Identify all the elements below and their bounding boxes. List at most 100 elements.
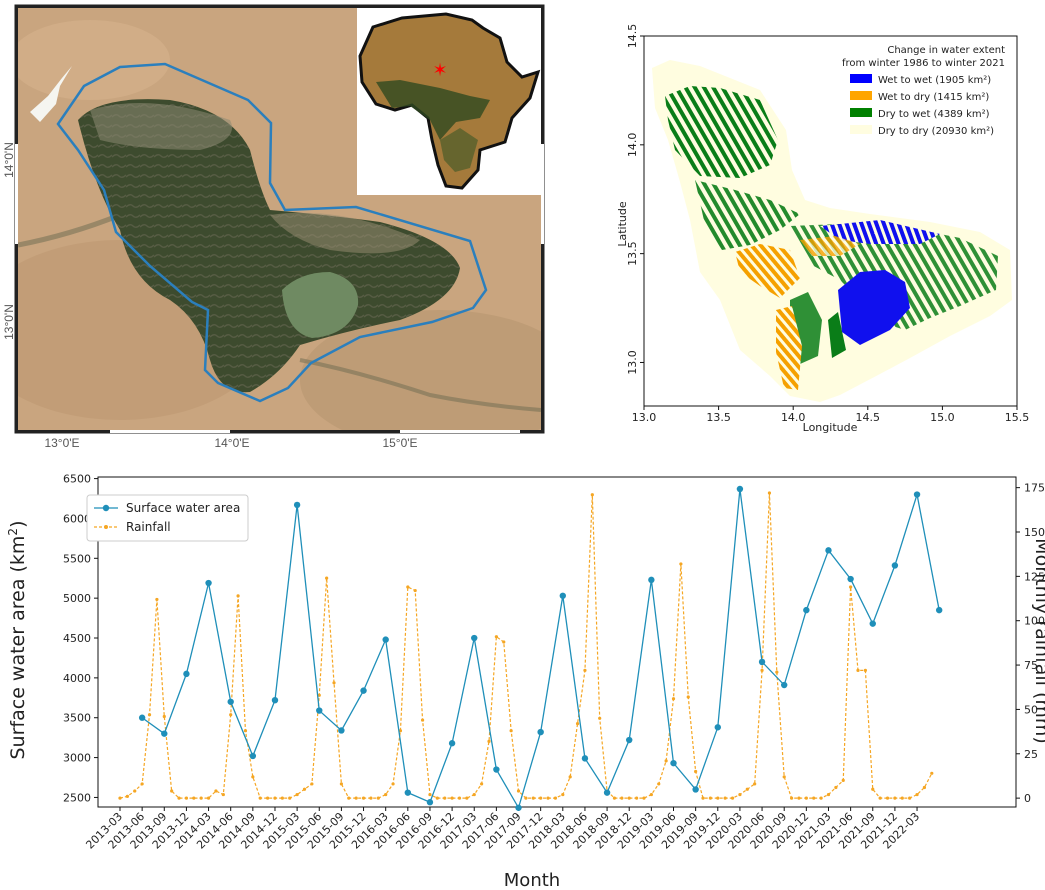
- chart-legend: Surface water area Rainfall: [86, 494, 249, 542]
- rainfall-point: [369, 796, 373, 800]
- surface-water-point: [626, 736, 633, 744]
- surface-water-point: [670, 759, 677, 767]
- right-y-ticks: 0 25 50 75 100 125 150 175: [1016, 482, 1045, 805]
- left-y-axis-label: Surface water area (km2): [6, 521, 29, 760]
- surface-water-point: [714, 724, 721, 731]
- surface-water-point: [825, 547, 832, 554]
- surface-water-point: [736, 485, 744, 493]
- lake-boundary: [56, 62, 488, 403]
- rainfall-point: [738, 792, 742, 797]
- lon-label-13: 13°0'E: [44, 436, 79, 450]
- rainfall-point: [708, 796, 713, 800]
- rainfall-point: [398, 729, 403, 733]
- surface-water-point: [537, 728, 544, 736]
- rainfall-point: [406, 585, 410, 589]
- rainfall-point: [531, 796, 535, 800]
- rainfall-point: [354, 796, 358, 800]
- surface-water-point: [913, 491, 921, 498]
- change-map-legend: Change in water extent from winter 1986 …: [842, 45, 1005, 137]
- change-map-ylabel: Latitude: [616, 201, 629, 247]
- legend-swatch-dry-to-wet: [850, 108, 872, 117]
- rainfall-point: [575, 722, 580, 726]
- rainfall-point: [177, 796, 181, 800]
- rainfall-point: [288, 796, 292, 800]
- left-y-tick-label: 5000: [63, 592, 91, 605]
- surface-water-point: [648, 576, 655, 584]
- rainfall-point: [450, 796, 454, 800]
- rainfall-point: [465, 796, 469, 800]
- right-y-tick-label: 100: [1024, 615, 1045, 628]
- rainfall-point: [819, 796, 823, 800]
- rainfall-point: [317, 693, 321, 697]
- right-y-tick-label: 175: [1024, 482, 1045, 495]
- left-y-tick-label: 2500: [63, 791, 91, 804]
- rainfall-point: [701, 796, 705, 800]
- surface-water-point: [338, 727, 345, 734]
- right-y-axis-label: Monthly rainfall (mm): [1031, 538, 1045, 744]
- surface-water-point: [559, 592, 566, 599]
- rainfall-point: [730, 796, 735, 800]
- legend-swatch-dry-to-dry: [850, 125, 872, 134]
- surface-water-point: [205, 579, 212, 587]
- rainfall-point: [568, 775, 572, 779]
- time-series-chart: 2500 3000 3500 4000 4500 5000 5500 6000 6500 0 25…: [6, 473, 1045, 890]
- rainfall-point: [457, 796, 462, 800]
- rainfall-point: [206, 796, 211, 800]
- legend-swatch-wet-to-dry: [850, 91, 872, 100]
- wet-to-wet-region: [838, 270, 910, 345]
- left-y-tick-label: 6500: [63, 473, 91, 486]
- rainfall-point: [679, 562, 683, 566]
- wet-to-dry-region: [735, 244, 800, 298]
- rainfall-point: [885, 796, 890, 800]
- rainfall-point: [325, 576, 329, 580]
- surface-water-point: [448, 740, 456, 747]
- rainfall-point: [516, 789, 521, 793]
- rainfall-point: [347, 796, 351, 800]
- rainfall-point: [583, 668, 587, 672]
- rainfall-point: [376, 796, 380, 800]
- lon-label-14: 14°0'E: [214, 436, 249, 450]
- rainfall-point: [908, 796, 912, 800]
- right-y-tick-label: 75: [1024, 659, 1038, 672]
- rainfall-point: [612, 796, 617, 800]
- rainfall-point: [140, 782, 144, 786]
- rainfall-point: [524, 796, 528, 800]
- surface-water-point: [692, 786, 699, 793]
- surface-water-point: [360, 687, 367, 694]
- rainfall-point: [391, 782, 395, 786]
- rainfall-point: [184, 796, 189, 800]
- change-map-y-tick-label: 14.5: [626, 24, 639, 49]
- rainfall-point: [694, 769, 698, 774]
- surface-water-point: [603, 789, 611, 796]
- change-map-x-tick-label: 13.5: [706, 411, 731, 424]
- left-y-ticks: 2500 3000 3500 4000 4500 5000 5500 6000 6500: [63, 473, 98, 804]
- rainfall-point: [509, 729, 513, 733]
- surface-water-point: [891, 562, 899, 569]
- surface-water-point: [227, 698, 234, 705]
- rainfall-point: [649, 792, 653, 797]
- rainfall-point: [302, 787, 307, 791]
- legend-marker-rainfall: [104, 525, 108, 529]
- rainfall-point: [251, 775, 255, 779]
- surface-water-point: [803, 606, 810, 614]
- rainfall-point: [413, 588, 417, 593]
- rainfall-point: [221, 792, 225, 797]
- left-y-tick-label: 3500: [63, 712, 91, 725]
- lat-label-13: 13°0'N: [2, 304, 16, 340]
- surface-water-point: [515, 804, 522, 811]
- rainfall-point: [384, 792, 388, 797]
- surface-water-point: [161, 730, 168, 737]
- rainfall-point: [332, 681, 336, 685]
- legend-label-rainfall: Rainfall: [126, 520, 171, 534]
- change-map-panel: 13.0 13.5 14.0 14.5 15.0 15.5 13.0 13.5 14.0 14.…: [616, 24, 1029, 434]
- surface-water-point: [293, 501, 301, 509]
- rainfall-point: [664, 759, 668, 763]
- surface-water-point: [493, 766, 500, 773]
- change-map-x-tick-label: 14.0: [781, 411, 806, 424]
- surface-water-point: [869, 620, 876, 627]
- surface-water-point: [781, 681, 788, 689]
- rainfall-point: [539, 796, 543, 800]
- right-y-tick-label: 150: [1024, 526, 1045, 539]
- rainfall-point: [922, 785, 927, 790]
- rainfall-point: [420, 718, 425, 722]
